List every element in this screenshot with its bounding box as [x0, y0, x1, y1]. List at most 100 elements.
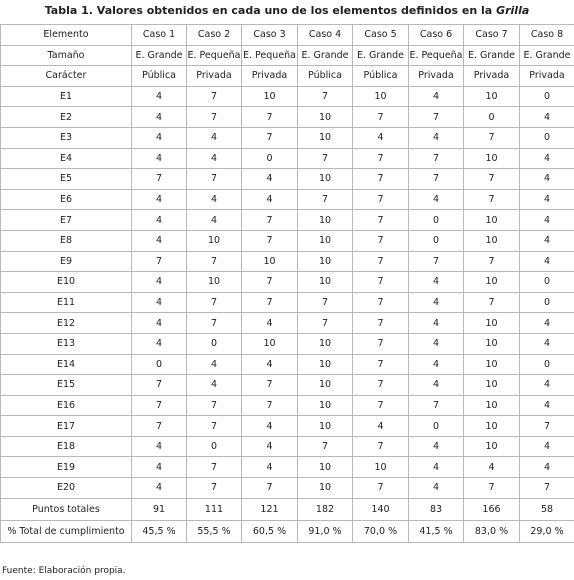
cell: 7	[352, 188, 409, 211]
cell: 0	[241, 147, 298, 170]
row-label: E12	[0, 312, 132, 334]
cell: Caso 5	[352, 24, 409, 46]
cell: 4	[408, 271, 464, 293]
cell: 7	[297, 312, 353, 334]
table-row: E20 4 7 7 10 7 4 7 7	[0, 477, 574, 499]
cell: E. Grande	[352, 44, 409, 67]
cell: 10	[297, 332, 353, 355]
table-row: E10 4 10 7 10 7 4 10 0	[0, 271, 574, 293]
cell: 91,0 %	[297, 519, 353, 543]
cell: 7	[186, 394, 242, 417]
title-text: Tabla 1. Valores obtenidos en cada uno d…	[44, 4, 493, 17]
cell: 7	[463, 477, 520, 499]
cell: 10	[463, 229, 520, 252]
cell: 10	[186, 271, 242, 293]
cell: E. Grande	[519, 44, 574, 67]
cell: 4	[519, 229, 574, 252]
cell: 4	[131, 312, 187, 334]
cell: 7	[131, 250, 187, 273]
cell: 0	[519, 291, 574, 314]
cell: 4	[241, 415, 298, 437]
cell: E. Pequeña	[186, 44, 242, 67]
cell: 4	[519, 312, 574, 334]
cell: 7	[241, 106, 298, 128]
cell: 0	[519, 353, 574, 376]
row-label: E13	[0, 332, 132, 355]
cell: 10	[463, 415, 520, 437]
table-row: E1 4 7 10 7 10 4 10 0	[0, 85, 574, 108]
table-row: E16 7 7 7 10 7 7 10 4	[0, 394, 574, 417]
totals-row: Puntos totales 91 111 121 182 140 83 166 58	[0, 497, 574, 521]
cell: 7	[186, 415, 242, 437]
row-label: E3	[0, 126, 132, 149]
cell: 0	[408, 229, 464, 252]
cell: 7	[186, 106, 242, 128]
cell: E. Pequeña	[408, 44, 464, 67]
row-label: E14	[0, 353, 132, 376]
row-label: E19	[0, 456, 132, 479]
cell: 7	[241, 229, 298, 252]
row-label: E17	[0, 415, 132, 437]
row-label: E7	[0, 209, 132, 231]
cell: E. Grande	[297, 44, 353, 67]
row-label: Carácter	[0, 65, 132, 87]
cell: 121	[241, 497, 298, 521]
cell: 4	[408, 456, 464, 479]
cell: 7	[352, 477, 409, 499]
cell: 10	[297, 477, 353, 499]
cell: 10	[463, 271, 520, 293]
cell: 7	[297, 147, 353, 170]
cell: Caso 8	[519, 24, 574, 46]
table-row: E11 4 7 7 7 7 4 7 0	[0, 291, 574, 314]
cell: 10	[463, 312, 520, 334]
cell: 10	[297, 415, 353, 437]
cell: 7	[241, 374, 298, 396]
cell: 4	[131, 332, 187, 355]
cell: 7	[131, 168, 187, 190]
cell: 7	[408, 394, 464, 417]
cell: 7	[352, 209, 409, 231]
cell: Caso 3	[241, 24, 298, 46]
cell: 10	[186, 229, 242, 252]
row-label: Elemento	[0, 24, 132, 46]
cell: 10	[297, 126, 353, 149]
cell: 70,0 %	[352, 519, 409, 543]
cell: 0	[186, 435, 242, 458]
cell: 10	[297, 271, 353, 293]
cell: 7	[241, 126, 298, 149]
cell: Caso 4	[297, 24, 353, 46]
cell: 10	[463, 147, 520, 170]
row-label: Puntos totales	[0, 497, 132, 521]
cell: 4	[408, 291, 464, 314]
table-row: E15 7 4 7 10 7 4 10 4	[0, 374, 574, 396]
row-label: E5	[0, 168, 132, 190]
cell: 4	[241, 435, 298, 458]
cell: 7	[352, 106, 409, 128]
cell: 4	[408, 477, 464, 499]
cell: 4	[408, 374, 464, 396]
cell: E. Pequeña	[241, 44, 298, 67]
cell: 4	[352, 126, 409, 149]
cell: 7	[463, 250, 520, 273]
cell: Caso 6	[408, 24, 464, 46]
cell: 10	[241, 332, 298, 355]
cell: 0	[186, 332, 242, 355]
cell: 7	[241, 271, 298, 293]
cell: 4	[408, 332, 464, 355]
cell: 7	[241, 394, 298, 417]
cell: 4	[519, 374, 574, 396]
cell: 4	[131, 291, 187, 314]
cell: 4	[241, 456, 298, 479]
cell: 10	[463, 209, 520, 231]
cell: 7	[352, 271, 409, 293]
cell: 7	[352, 312, 409, 334]
cell: 4	[408, 312, 464, 334]
cell: 10	[352, 85, 409, 108]
cell: 4	[131, 147, 187, 170]
table-row: E9 7 7 10 10 7 7 7 4	[0, 250, 574, 273]
cell: Privada	[241, 65, 298, 87]
cell: 10	[297, 106, 353, 128]
cell: 10	[463, 394, 520, 417]
cell: 7	[186, 456, 242, 479]
cell: 45,5 %	[131, 519, 187, 543]
